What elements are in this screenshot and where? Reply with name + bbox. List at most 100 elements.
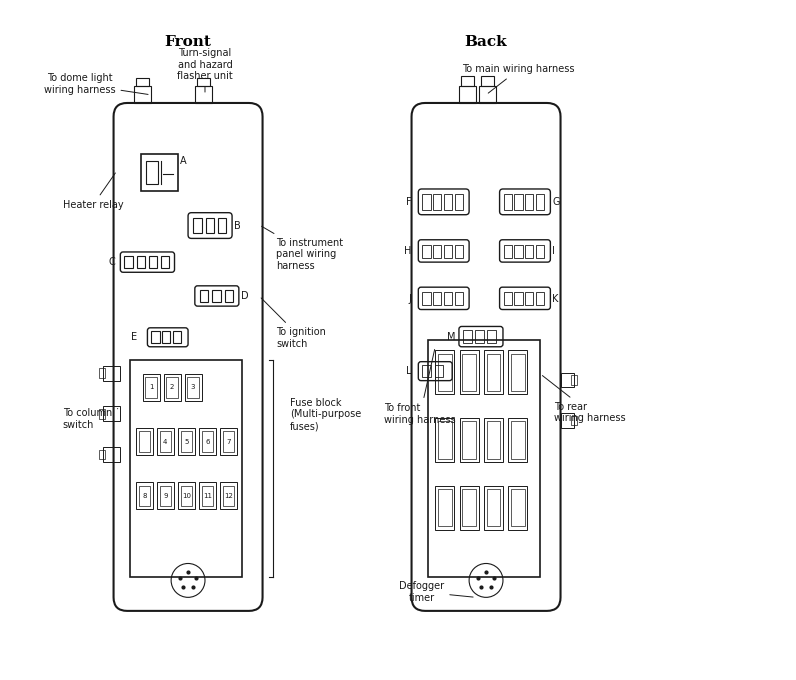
Bar (124, 256, 132, 268)
Text: 3: 3 (191, 384, 195, 390)
Bar (438, 489, 451, 526)
Bar (103, 447, 120, 462)
Bar (139, 486, 150, 506)
Bar (509, 350, 527, 394)
Bar (438, 422, 451, 458)
Bar (486, 489, 500, 526)
Bar (511, 489, 525, 526)
Bar (484, 418, 503, 462)
Text: C: C (108, 257, 115, 267)
Bar (435, 365, 443, 377)
Bar (525, 194, 533, 210)
Bar (178, 428, 195, 455)
Bar (433, 245, 441, 258)
Bar (514, 245, 523, 258)
Bar (525, 245, 533, 258)
Bar (223, 486, 234, 506)
Bar (201, 290, 209, 302)
Bar (174, 331, 181, 343)
Text: To front
wiring
harness: To front wiring harness (0, 679, 1, 680)
Text: To front
wiring harness: To front wiring harness (384, 350, 456, 424)
Bar (185, 374, 201, 401)
Bar (514, 194, 523, 210)
Text: To dome light
wiring harness: To dome light wiring harness (44, 73, 148, 95)
Text: 9: 9 (163, 493, 168, 498)
Text: To rear
wiring harness: To rear wiring harness (542, 375, 626, 423)
Bar (201, 431, 213, 452)
Bar (181, 431, 192, 452)
Bar (482, 76, 494, 86)
Bar (205, 218, 214, 233)
Bar (162, 331, 170, 343)
Bar (164, 374, 181, 401)
Bar (525, 292, 533, 305)
Bar (199, 482, 216, 509)
Text: To column
switch: To column switch (63, 409, 118, 430)
Bar (461, 76, 474, 86)
Bar (157, 428, 174, 455)
Text: To instrument
panel wiring
harness: To instrument panel wiring harness (262, 226, 343, 271)
Bar (146, 160, 158, 184)
Text: I: I (552, 246, 556, 256)
Text: 5: 5 (184, 439, 189, 445)
Bar (438, 354, 451, 391)
Bar (423, 292, 431, 305)
Bar (455, 194, 463, 210)
Bar (146, 377, 157, 398)
Text: Back: Back (465, 35, 507, 49)
Bar (509, 418, 527, 462)
Bar (459, 418, 478, 462)
Bar (423, 365, 431, 377)
Bar (487, 330, 496, 343)
Text: 11: 11 (203, 493, 212, 498)
Bar (136, 428, 153, 455)
Bar (475, 330, 484, 343)
Bar (455, 292, 463, 305)
Bar (149, 256, 157, 268)
Bar (571, 416, 577, 425)
Bar (537, 245, 544, 258)
Bar (423, 194, 431, 210)
Text: 1: 1 (149, 384, 154, 390)
Bar (504, 292, 512, 305)
Bar (484, 350, 503, 394)
Bar (455, 245, 463, 258)
Bar (560, 413, 574, 428)
Bar (161, 256, 169, 268)
Bar (193, 218, 201, 233)
Text: 7: 7 (226, 439, 231, 445)
Bar (137, 256, 145, 268)
Text: Defogger
timer: Defogger timer (399, 581, 473, 602)
Bar (433, 292, 441, 305)
Text: 10: 10 (181, 493, 191, 498)
Bar (435, 350, 455, 394)
Bar (213, 290, 220, 302)
Bar (504, 245, 512, 258)
Bar (181, 486, 192, 506)
Text: 8: 8 (142, 493, 146, 498)
Bar (220, 482, 237, 509)
Bar (139, 431, 150, 452)
Bar (479, 86, 496, 103)
Bar (178, 482, 195, 509)
Bar (136, 482, 153, 509)
Text: 6: 6 (205, 439, 209, 445)
Bar (195, 86, 212, 103)
Bar (160, 431, 171, 452)
Text: D: D (241, 291, 248, 301)
Text: H: H (404, 246, 412, 256)
Text: M: M (447, 332, 455, 341)
Bar (220, 428, 237, 455)
Bar (428, 340, 540, 577)
Bar (463, 330, 472, 343)
Bar (141, 154, 178, 191)
Text: 4: 4 (163, 439, 168, 445)
Bar (99, 369, 105, 378)
Text: E: E (131, 333, 137, 342)
Bar (444, 194, 452, 210)
Bar (459, 350, 478, 394)
Bar (187, 377, 199, 398)
Text: F: F (406, 197, 412, 207)
Bar (486, 354, 500, 391)
Text: K: K (552, 294, 559, 304)
